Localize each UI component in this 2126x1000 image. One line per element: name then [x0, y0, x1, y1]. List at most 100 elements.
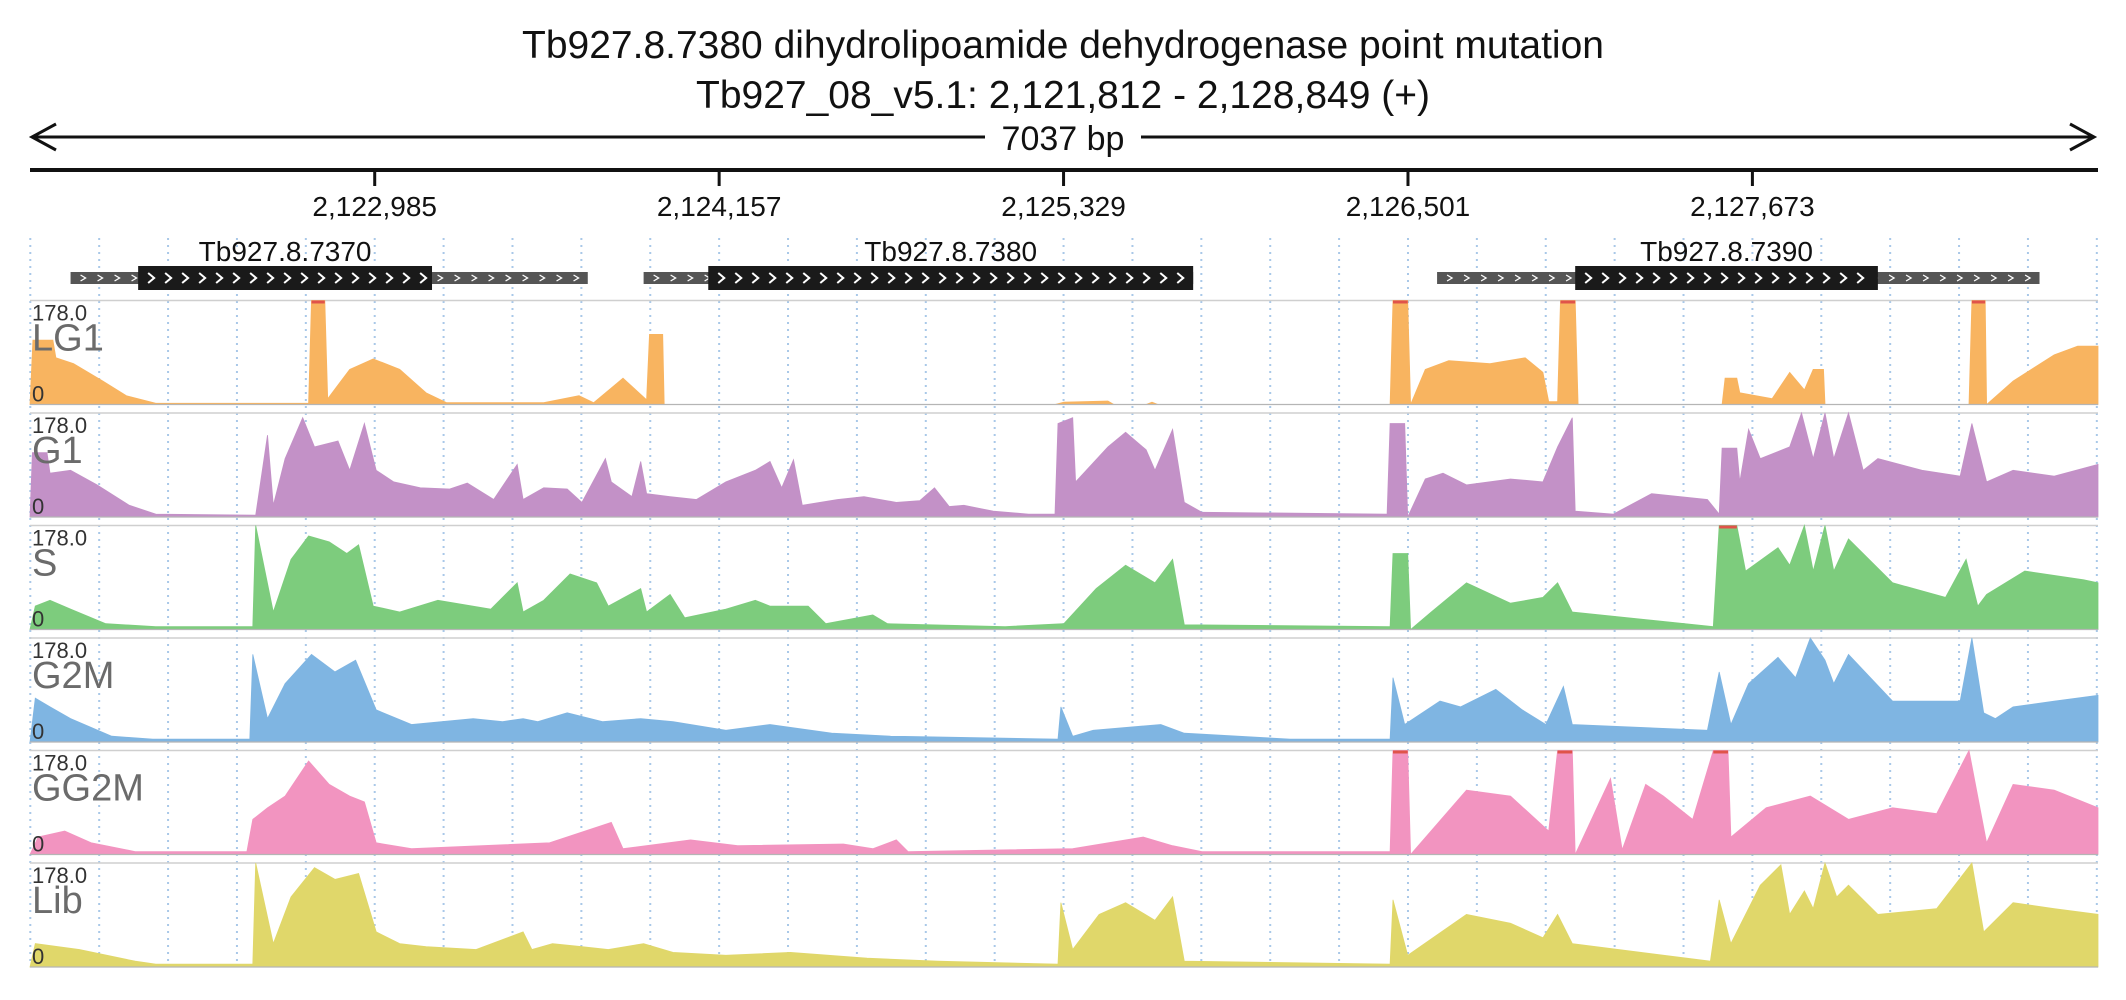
- gene-utr-strand-arrow: [1480, 274, 1488, 282]
- gene-utr-strand-arrow: [1514, 274, 1522, 282]
- gene-cds-strand-arrow: [1754, 272, 1763, 284]
- clip-marker-GG2M: [1392, 750, 1408, 754]
- gene-cds-strand-arrow: [334, 272, 343, 284]
- gene-cds-strand-arrow: [181, 272, 190, 284]
- x-tick-label-2: 2,124,157: [657, 191, 782, 222]
- gene-cds-strand-arrow: [1108, 272, 1117, 284]
- clip-marker-GG2M: [1713, 750, 1729, 754]
- gene-cds-strand-arrow: [751, 272, 760, 284]
- gene-cds-strand-arrow: [300, 272, 309, 284]
- gene-cds-strand-arrow: [1006, 272, 1015, 284]
- gene-utr-strand-arrow: [1446, 274, 1454, 282]
- gene-cds-strand-arrow: [283, 272, 292, 284]
- track-ymin-label-6: 0: [32, 944, 44, 969]
- gene-cds-strand-arrow: [1669, 272, 1678, 284]
- gene-cds-strand-arrow: [955, 272, 964, 284]
- gene-cds-2: [708, 266, 1194, 290]
- track-name-G2M: G2M: [32, 655, 114, 697]
- span-arrow-left-head: [28, 122, 57, 152]
- gene-utr-strand-arrow: [1939, 274, 1947, 282]
- x-tick-label-1: 2,122,985: [312, 191, 437, 222]
- gene-cds-strand-arrow: [853, 272, 862, 284]
- gene-cds-strand-arrow: [1142, 272, 1151, 284]
- gene-utr-strand-arrow: [1565, 274, 1573, 282]
- gene-utr-strand-arrow: [1922, 274, 1930, 282]
- gene-cds-strand-arrow: [785, 272, 794, 284]
- track-name-Lib: Lib: [32, 880, 83, 922]
- clip-marker-GG2M: [1557, 750, 1573, 754]
- gene-cds-strand-arrow: [1584, 272, 1593, 284]
- coverage-area-Lib: [29, 861, 2099, 968]
- track-name-S: S: [32, 543, 57, 585]
- gene-cds-strand-arrow: [351, 272, 360, 284]
- chart-subtitle: Tb927_08_v5.1: 2,121,812 - 2,128,849 (+): [696, 74, 1430, 117]
- gene-cds-strand-arrow: [1652, 272, 1661, 284]
- gene-label-2: Tb927.8.7380: [864, 236, 1037, 267]
- gene-cds-strand-arrow: [819, 272, 828, 284]
- gene-cds-strand-arrow: [232, 272, 241, 284]
- x-tick-label-5: 2,127,673: [1690, 191, 1815, 222]
- chart-title: Tb927.8.7380 dihydrolipoamide dehydrogen…: [522, 24, 1604, 67]
- gene-cds-strand-arrow: [1057, 272, 1066, 284]
- gene-utr-strand-arrow: [471, 274, 478, 282]
- clip-marker-LG1: [1560, 300, 1576, 304]
- clip-marker-LG1: [1392, 300, 1408, 304]
- gene-cds-strand-arrow: [870, 272, 879, 284]
- gene-cds-strand-arrow: [249, 272, 258, 284]
- gene-utr-strand-arrow: [505, 274, 512, 282]
- gene-cds-strand-arrow: [317, 272, 326, 284]
- track-ymin-label-1: 0: [32, 382, 44, 407]
- span-ruler: 7037 bp: [28, 120, 2098, 158]
- gene-utr-strand-arrow: [1463, 274, 1471, 282]
- gene-cds-strand-arrow: [1720, 272, 1729, 284]
- gene-cds-strand-arrow: [198, 272, 207, 284]
- gene-label-1: Tb927.8.7370: [199, 236, 372, 267]
- gene-utr-strand-arrow: [1905, 274, 1913, 282]
- gene-cds-strand-arrow: [1805, 272, 1814, 284]
- gene-cds-strand-arrow: [972, 272, 981, 284]
- track-name-LG1: LG1: [32, 318, 104, 360]
- coverage-area-G1: [29, 411, 2099, 518]
- gene-utr-strand-arrow: [131, 274, 138, 282]
- track-ymin-label-4: 0: [32, 719, 44, 744]
- gene-cds-strand-arrow: [768, 272, 777, 284]
- gene-cds-strand-arrow: [1074, 272, 1083, 284]
- gene-cds-strand-arrow: [921, 272, 930, 284]
- gene-cds-strand-arrow: [1788, 272, 1797, 284]
- gene-utr-strand-arrow: [1990, 274, 1998, 282]
- gene-cds-strand-arrow: [1091, 272, 1100, 284]
- gene-cds-strand-arrow: [1040, 272, 1049, 284]
- gene-utr-strand-arrow: [1548, 274, 1556, 282]
- gene-utr-strand-arrow: [522, 274, 529, 282]
- coordinate-axis-ticks: 2,122,985 2,124,157 2,125,329 2,126,501 2,12…: [312, 170, 1815, 222]
- gene-cds-strand-arrow: [802, 272, 811, 284]
- gene-utr-strand-arrow: [556, 274, 563, 282]
- gene-utr-strand-arrow: [1973, 274, 1981, 282]
- gene-utr-strand-arrow: [1497, 274, 1505, 282]
- gene-cds-strand-arrow: [887, 272, 896, 284]
- coverage-tracks: 178.0LG10178.0G10178.0S0178.0G2M0178.0GG…: [29, 299, 2099, 969]
- gene-cds-strand-arrow: [266, 272, 275, 284]
- gene-utr-strand-arrow: [2024, 274, 2032, 282]
- gene-cds-strand-arrow: [1856, 272, 1865, 284]
- gene-cds-strand-arrow: [904, 272, 913, 284]
- gene-cds-strand-arrow: [717, 272, 726, 284]
- gene-cds-strand-arrow: [1601, 272, 1610, 284]
- gene-utr-strand-arrow: [687, 274, 694, 282]
- track-ymax-label-1: 178.0: [32, 301, 87, 326]
- gene-cds-strand-arrow: [1176, 272, 1185, 284]
- coverage-area-LG1: [29, 300, 2099, 406]
- gene-cds-strand-arrow: [147, 272, 156, 284]
- gene-utr-strand-arrow: [1888, 274, 1896, 282]
- gene-utr-strand-arrow: [653, 274, 660, 282]
- gene-cds-strand-arrow: [1618, 272, 1627, 284]
- gene-cds-strand-arrow: [1703, 272, 1712, 284]
- track-ymin-label-3: 0: [32, 607, 44, 632]
- gene-utr-strand-arrow: [2007, 274, 2015, 282]
- coverage-area-S: [29, 524, 2099, 631]
- gene-cds-strand-arrow: [1771, 272, 1780, 284]
- gene-cds-strand-arrow: [1125, 272, 1134, 284]
- coverage-area-G2M: [29, 637, 2099, 743]
- track-ymax-label-5: 178.0: [32, 751, 87, 776]
